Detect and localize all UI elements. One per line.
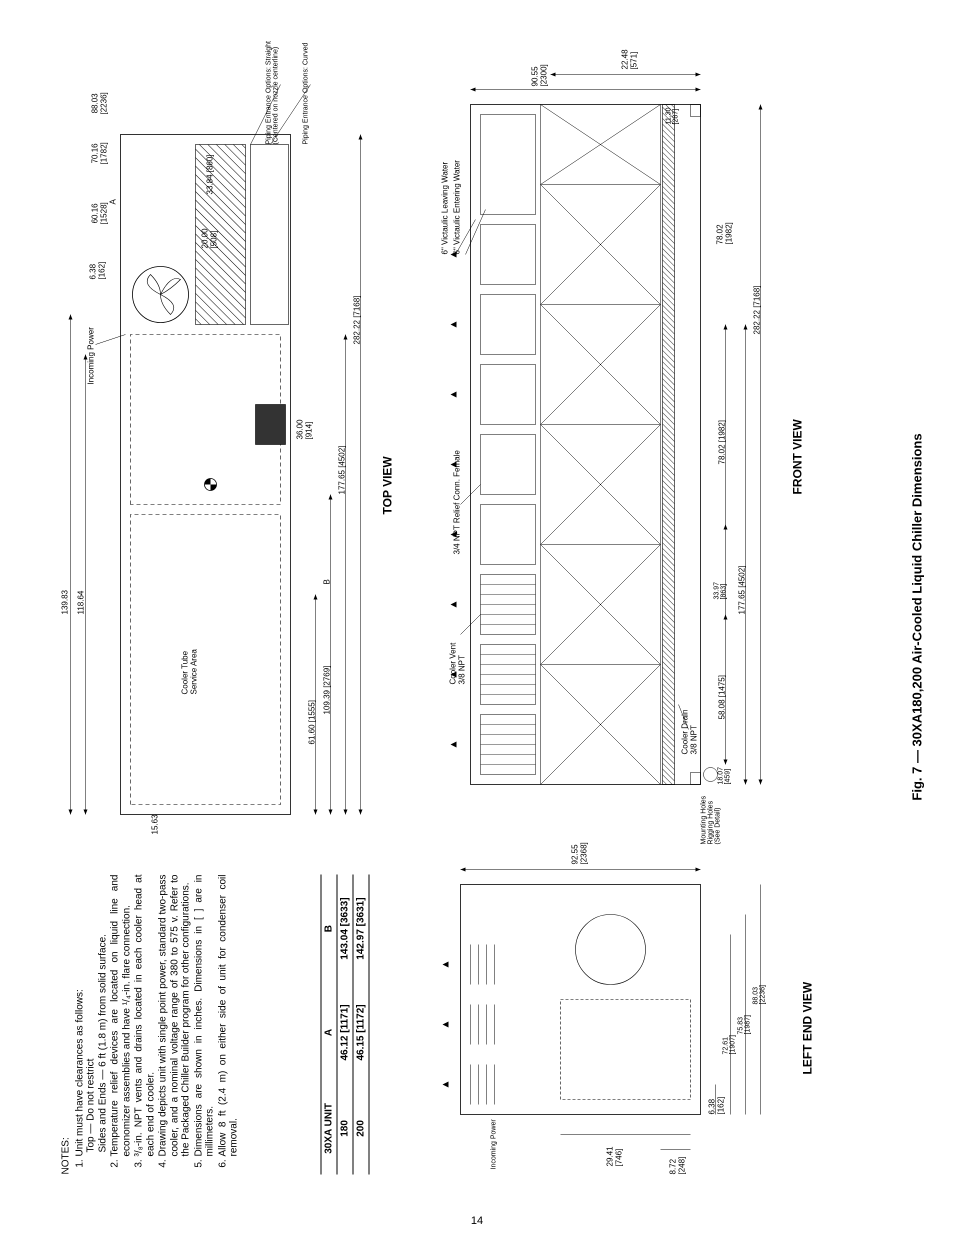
notes-subitem: Sides and Ends — 6 ft (1.8 m) from solid…	[97, 875, 109, 1157]
dim-label: 282.22 [7168]	[353, 296, 362, 345]
notes-list: Unit must have clearances as follows:Top…	[74, 875, 240, 1175]
dim-label: 78.02 [1982]	[718, 420, 727, 464]
dim-label: 72.61 [1907]	[723, 1035, 737, 1054]
relief-conn-label: 3/4 NPT Relief Conn. Female	[453, 450, 462, 554]
dim-label: 88.03 [2236]	[753, 985, 767, 1004]
dim-label: 90.55 [2300]	[531, 64, 549, 86]
dim-label: 58.08 [1475]	[718, 675, 727, 719]
dim-label: 75.83 [1987]	[738, 1015, 752, 1034]
dim-label: 78.02 [1982]	[716, 222, 734, 244]
dim-label: 109.39 [2769]	[323, 666, 332, 715]
left-end-view-title: LEFT END VIEW	[801, 982, 815, 1075]
left-end-view-diagram: Incoming Power 29.41 [746] 8.72 [248] 6.…	[431, 835, 781, 1175]
dim-label: 33.84 [860]	[206, 154, 215, 194]
notes-subitem: Top — Do not restrict	[86, 875, 98, 1157]
notes-item: Allow 8 ft (2.4 m) on either side of uni…	[217, 875, 240, 1157]
top-view-diagram: 139.83 118.64 Incoming Power 15.63 Coole…	[51, 65, 381, 845]
dim-label: 22.48 [571]	[621, 49, 639, 69]
top-view-title: TOP VIEW	[381, 456, 395, 514]
dim-label: 6.38 [162]	[708, 1097, 726, 1115]
notes-item: Dimensions are shown in inches. Dimensio…	[193, 875, 216, 1157]
figure-caption: Fig. 7 — 30XA180,200 Air-Cooled Liquid C…	[910, 0, 925, 1235]
dimension-table: 30XA UNIT A B 180 46.12 [1171] 143.04 [3…	[321, 875, 370, 1175]
dim-label: 15.63	[151, 814, 160, 834]
dim-label: 92.55 [2368]	[571, 842, 589, 864]
notes-item: Temperature relief devices are located o…	[110, 875, 133, 1157]
piping-straight-label: Piping Entrance Options: Straight (Cente…	[266, 41, 280, 145]
table-row: 180 46.12 [1171] 143.04 [3633]	[337, 875, 353, 1175]
dim-label: 282.22 [7168]	[753, 286, 762, 335]
dim-label: 88.03 [2236]	[91, 92, 109, 114]
notes-item: Unit must have clearances as follows:Top…	[74, 875, 109, 1157]
table-header: A	[321, 983, 337, 1083]
victaulic-ew-label: 6" Victaulic Entering Water	[453, 160, 462, 254]
piping-curved-label: Piping Entrance Options: Curved	[303, 43, 310, 145]
dim-label: 29.41 [746]	[606, 1146, 624, 1166]
dim-label: 20.00 [508]	[201, 228, 219, 248]
dim-label: 60.16 [1528]	[91, 202, 109, 224]
table-header: 30XA UNIT	[321, 1082, 337, 1174]
table-header: B	[321, 875, 337, 983]
cooler-tube-label: Cooler Tube Service Area	[181, 649, 199, 694]
cooler-drain-label: Cooler Drain 3/8 NPT	[681, 710, 699, 755]
dim-label: 11.30 [287]	[666, 108, 680, 125]
dim-label: 139.83	[61, 590, 70, 614]
mounting-holes-label: Mounting Holes Rigging Holes (See Detail…	[701, 796, 722, 845]
dim-label: 118.64	[77, 591, 86, 615]
dim-label: 177.65 [4502]	[338, 446, 347, 495]
dim-label: 8.72 [248]	[669, 1157, 687, 1175]
notes-header: NOTES:	[61, 875, 73, 1175]
front-view-title: FRONT VIEW	[791, 419, 805, 494]
dim-label: 33.97 [863]	[714, 582, 728, 600]
dim-label: 6.38 [162]	[89, 262, 107, 280]
cooler-vent-label: Cooler Vent 3/8 NPT	[449, 643, 467, 685]
victaulic-lw-label: 6" Victaulic Leaving Water	[441, 162, 450, 255]
dim-label: B	[323, 579, 332, 584]
notes-block: NOTES: Unit must have clearances as foll…	[61, 875, 242, 1175]
dim-label: 70.16 [1782]	[91, 142, 109, 164]
notes-item: Drawing depicts unit with single point p…	[158, 875, 193, 1157]
incoming-power-label: Incoming Power	[491, 1119, 498, 1169]
table-row: 200 46.15 [1172] 142.97 [3631]	[353, 875, 369, 1175]
dim-label: 177.65 [4502]	[738, 566, 747, 615]
dim-label: 18.07 [459]	[718, 767, 732, 785]
notes-item: ³/₈-in. NPT vents and drains located in …	[134, 875, 157, 1157]
incoming-power-label: Incoming Power	[87, 327, 96, 384]
dim-label: A	[109, 199, 118, 204]
page-number: 14	[0, 1215, 954, 1227]
dim-label: 61.60 [1555]	[308, 700, 317, 744]
front-view-diagram: Cooler Vent 3/8 NPT 3/4 NPT Relief Conn.…	[431, 35, 801, 815]
dim-label: 36.00 [914]	[296, 419, 314, 439]
